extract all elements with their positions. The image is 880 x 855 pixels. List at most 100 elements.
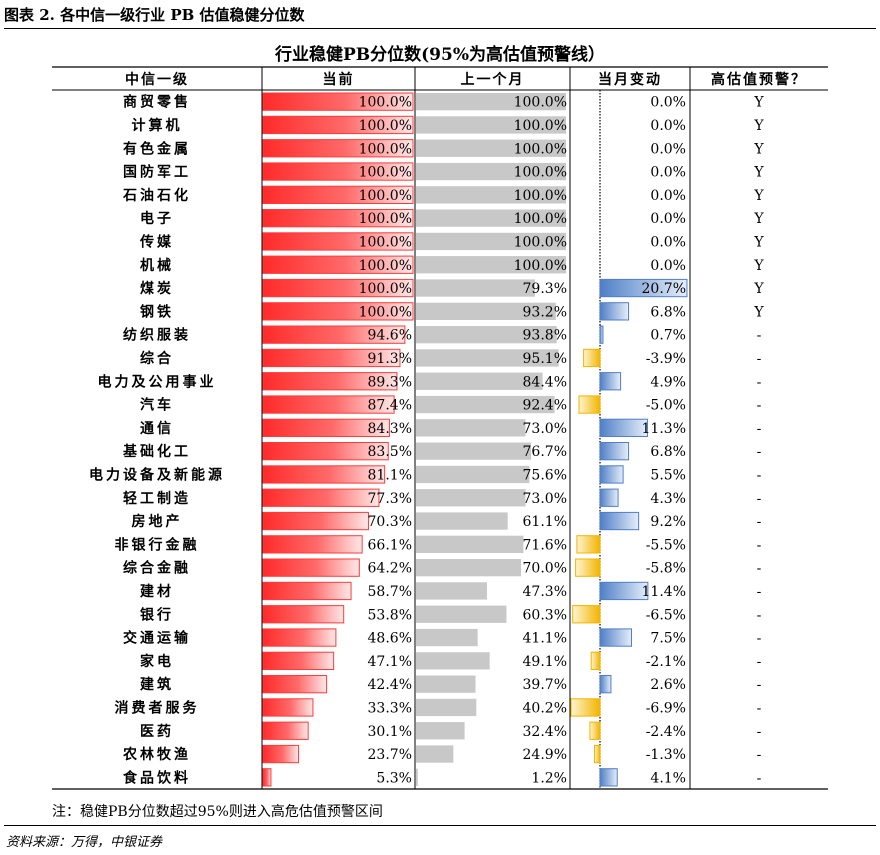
industry-label: 轻工制造 [123,490,191,507]
current-bar [262,535,363,554]
previous-value: 100.0% [514,95,567,111]
previous-value: 76.7% [523,444,567,460]
change-bar [599,488,619,507]
table-row: 传媒 100.0% 100.0% 0.0% Y [139,232,764,251]
alert-flag: - [757,561,762,577]
current-bar [262,92,414,111]
previous-value: 100.0% [514,258,567,274]
table-row: 有色金属 100.0% 100.0% 0.0% Y [123,139,764,158]
current-bar [262,651,335,671]
previous-value: 24.9% [523,747,567,763]
alert-flag: - [757,700,762,716]
current-bar [262,185,414,204]
alert-flag: - [757,747,762,763]
table-row: 基础化工 83.5% 76.7% 6.8% - [123,442,762,461]
previous-value: 71.6% [523,537,567,553]
alert-flag: Y [753,234,764,250]
current-value: 100.0% [359,165,412,181]
header-change: 当月变动 [598,71,662,88]
change-value: 4.9% [650,374,686,390]
change-value: 11.4% [642,584,686,600]
previous-bar [416,302,556,320]
change-value: -3.9% [646,351,686,367]
industry-label: 机械 [140,257,174,274]
previous-bar [416,256,566,274]
change-value: 4.3% [650,491,686,507]
alert-flag: - [757,724,762,740]
table-row: 银行 53.8% 60.3% -6.5% - [140,605,762,624]
previous-bar [416,279,535,297]
table-row: 钢铁 100.0% 93.2% 6.8% Y [140,302,764,321]
change-value: 0.0% [650,258,686,274]
source-line: 资料来源：万得，中银证券 [6,835,163,850]
previous-bar [416,652,490,670]
current-value: 83.5% [368,444,412,460]
previous-bar [416,768,418,786]
current-bar [262,442,389,461]
current-value: 94.6% [368,328,412,344]
change-bar [599,325,604,344]
industry-label: 通信 [140,420,174,437]
current-value: 53.8% [368,607,412,623]
alert-flag: - [757,467,762,483]
current-value: 100.0% [359,211,412,227]
current-bar [262,115,414,135]
industry-label: 传媒 [139,233,174,250]
previous-value: 73.0% [523,491,567,507]
table-row: 消费者服务 33.3% 40.2% -6.9% - [115,698,762,717]
top-rule [4,28,876,29]
industry-label: 建筑 [140,676,174,693]
current-bar [262,418,390,438]
previous-value: 100.0% [514,141,567,157]
industry-label: 纺织服装 [123,327,191,344]
table-body: 商贸零售 100.0% 100.0% 0.0% Y 计算机 100.0% 100.0% 0.0%… [89,92,764,787]
table-row: 交通运输 48.6% 41.1% 7.5% - [123,628,762,647]
previous-value: 41.1% [523,631,567,647]
previous-value: 100.0% [514,165,567,181]
header-previous: 上一个月 [461,71,525,88]
bottom-rule [4,825,876,826]
table-row: 通信 84.3% 73.0% 11.3% - [140,418,762,438]
current-value: 77.3% [368,491,412,507]
current-value: 100.0% [359,281,412,297]
previous-bar [416,489,526,507]
current-bar [262,511,369,531]
previous-value: 95.1% [523,351,567,367]
change-bar [594,744,601,764]
current-bar [262,488,380,507]
previous-bar [416,628,478,647]
change-value: 0.7% [650,328,686,344]
table-row: 商贸零售 100.0% 100.0% 0.0% Y [123,92,764,111]
change-bar [599,628,632,647]
previous-value: 73.0% [523,421,567,437]
current-value: 58.7% [368,584,412,600]
change-value: 0.0% [650,234,686,250]
change-bar [578,395,601,414]
alert-flag: Y [753,258,764,274]
alert-flag: Y [753,304,764,320]
change-bar [576,535,601,554]
previous-value: 100.0% [514,118,567,134]
industry-label: 有色金属 [123,140,191,157]
valuation-table-chart: 中信一级 当前 上一个月 当月变动 高估值预警？ 商贸零售 100.0% 100.0% 0.0… [52,66,828,790]
current-bar [262,558,360,577]
table-row: 建筑 42.4% 39.7% 2.6% - [140,675,762,694]
industry-label: 农林牧渔 [122,746,191,763]
current-value: 89.3% [368,374,412,390]
change-value: 0.0% [650,165,686,181]
change-value: 0.0% [650,188,686,204]
industry-label: 医药 [140,723,174,740]
table-row: 房地产 70.3% 61.1% 9.2% - [132,511,762,531]
alert-flag: - [757,444,762,460]
industry-label: 电力及公用事业 [98,373,217,390]
current-value: 84.3% [368,421,412,437]
current-bar [262,139,414,158]
current-value: 64.2% [368,561,412,577]
industry-label: 计算机 [132,117,183,134]
current-value: 100.0% [359,188,412,204]
current-bar [262,395,395,414]
previous-value: 75.6% [523,467,567,483]
table-row: 医药 30.1% 32.4% -2.4% - [140,721,762,740]
change-bar [599,442,630,461]
table-row: 纺织服装 94.6% 93.8% 0.7% - [123,325,762,344]
